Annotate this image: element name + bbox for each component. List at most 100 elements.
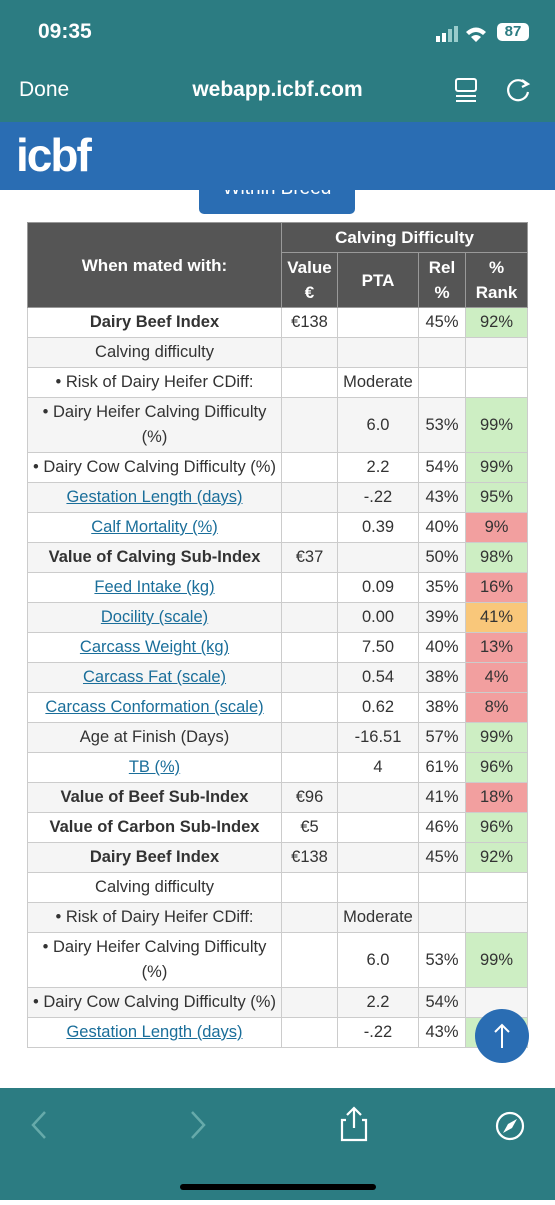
done-button[interactable]: Done bbox=[19, 78, 70, 101]
label-text: Dairy Beef Index bbox=[89, 848, 220, 866]
rel-cell: 43% bbox=[418, 1017, 466, 1048]
table-row: Carcass Conformation (scale) 0.62 38% 8% bbox=[27, 692, 529, 723]
site-banner bbox=[0, 122, 555, 190]
toolbar-icons[interactable] bbox=[452, 76, 532, 106]
rank-cell: 98% bbox=[464, 542, 529, 573]
rel-cell: 46% bbox=[418, 812, 466, 843]
pta-cell bbox=[337, 782, 419, 813]
label-text[interactable]: Gestation Length (days) bbox=[66, 488, 243, 506]
rel-cell: 45% bbox=[418, 842, 466, 873]
rank-cell: 92% bbox=[464, 842, 529, 873]
rank-cell: 16% bbox=[464, 572, 529, 603]
group-header: Calving Difficulty bbox=[280, 222, 529, 253]
value-cell bbox=[281, 902, 338, 933]
rel-cell: 38% bbox=[418, 692, 466, 723]
table-row: Value of Calving Sub-Index €37 50% 98% bbox=[27, 542, 529, 573]
rank-cell bbox=[464, 337, 529, 368]
table-row: Carcass Weight (kg) 7.50 40% 13% bbox=[27, 632, 529, 663]
rel-cell bbox=[418, 902, 466, 933]
row-label: Docility (scale) bbox=[27, 602, 282, 633]
rel-cell: 40% bbox=[418, 512, 466, 543]
label-text: • Dairy Heifer Calving Difficulty (%) bbox=[42, 938, 267, 981]
pta-cell bbox=[337, 307, 419, 338]
label-text: • Dairy Heifer Calving Difficulty (%) bbox=[42, 403, 267, 446]
label-text: • Risk of Dairy Heifer CDiff: bbox=[55, 908, 254, 926]
row-label: Dairy Beef Index bbox=[27, 307, 282, 338]
row-label: Calf Mortality (%) bbox=[27, 512, 282, 543]
rank-cell: 8% bbox=[464, 692, 529, 723]
url[interactable]: webapp.icbf.com bbox=[192, 78, 363, 101]
rank-cell bbox=[464, 872, 529, 903]
scroll-top-button[interactable] bbox=[474, 1008, 530, 1064]
label-text[interactable]: TB (%) bbox=[128, 758, 181, 776]
label-text: Calving difficulty bbox=[95, 878, 214, 896]
table-row: Calving difficulty bbox=[27, 872, 529, 903]
rank-cell: 99% bbox=[464, 452, 529, 483]
rank-cell: 41% bbox=[464, 602, 529, 633]
battery: 87 bbox=[497, 23, 529, 41]
label-text[interactable]: Carcass Weight (kg) bbox=[79, 638, 230, 656]
label-text: Value of Beef Sub-Index bbox=[60, 788, 249, 806]
table-row: • Dairy Cow Calving Difficulty (%) 2.2 54% bbox=[27, 987, 529, 1018]
rel-cell: 39% bbox=[418, 602, 466, 633]
pta-cell: 2.2 bbox=[337, 452, 419, 483]
status-icons bbox=[436, 26, 486, 42]
logo[interactable]: icbf bbox=[16, 129, 92, 181]
value-cell bbox=[281, 512, 338, 543]
pta-cell: -.22 bbox=[337, 1017, 419, 1048]
rel-cell bbox=[418, 337, 466, 368]
toolbar-icons[interactable] bbox=[0, 1088, 555, 1200]
pta-cell: 6.0 bbox=[337, 932, 419, 988]
table-row: Value of Carbon Sub-Index €5 46% 96% bbox=[27, 812, 529, 843]
pta-cell: 2.2 bbox=[337, 987, 419, 1018]
row-label: Gestation Length (days) bbox=[27, 482, 282, 513]
row-label: Carcass Conformation (scale) bbox=[27, 692, 282, 723]
column-header: Value € bbox=[281, 252, 338, 308]
browser-header: 09:35 87 Done webapp.icbf.com bbox=[0, 0, 555, 122]
rank-cell: 18% bbox=[464, 782, 529, 813]
row-label: Carcass Fat (scale) bbox=[27, 662, 282, 693]
value-cell bbox=[281, 572, 338, 603]
row-label: Age at Finish (Days) bbox=[27, 722, 282, 753]
label-text[interactable]: Calf Mortality (%) bbox=[91, 518, 218, 536]
label-text[interactable]: Carcass Fat (scale) bbox=[82, 668, 227, 686]
table-row: Carcass Fat (scale) 0.54 38% 4% bbox=[27, 662, 529, 693]
rel-cell: 38% bbox=[418, 662, 466, 693]
rel-cell: 54% bbox=[418, 987, 466, 1018]
label-text[interactable]: Gestation Length (days) bbox=[66, 1023, 243, 1041]
value-cell bbox=[281, 987, 338, 1018]
value-cell bbox=[281, 482, 338, 513]
rel-cell: 53% bbox=[418, 397, 466, 453]
table-row: TB (%) 4 61% 96% bbox=[27, 752, 529, 783]
column-header: PTA bbox=[337, 252, 419, 308]
pta-cell: Moderate bbox=[337, 902, 419, 933]
column-header: % Rank bbox=[464, 252, 529, 308]
label-text[interactable]: Feed Intake (kg) bbox=[94, 578, 215, 596]
label-text[interactable]: Docility (scale) bbox=[100, 608, 209, 626]
value-cell bbox=[281, 632, 338, 663]
pta-cell: 0.54 bbox=[337, 662, 419, 693]
pta-cell: 7.50 bbox=[337, 632, 419, 663]
rank-cell: 92% bbox=[464, 307, 529, 338]
pta-cell: 0.39 bbox=[337, 512, 419, 543]
value-cell bbox=[281, 932, 338, 988]
pta-cell: -16.51 bbox=[337, 722, 419, 753]
value-cell bbox=[281, 337, 338, 368]
rel-cell: 41% bbox=[418, 782, 466, 813]
row-label: • Dairy Cow Calving Difficulty (%) bbox=[27, 987, 282, 1018]
value-cell: €138 bbox=[281, 307, 338, 338]
pta-cell: 4 bbox=[337, 752, 419, 783]
pta-cell bbox=[337, 812, 419, 843]
table-row: Feed Intake (kg) 0.09 35% 16% bbox=[27, 572, 529, 603]
table-row: Calving difficulty bbox=[27, 337, 529, 368]
row-label: • Dairy Heifer Calving Difficulty (%) bbox=[27, 397, 282, 453]
table-row: Age at Finish (Days) -16.51 57% 99% bbox=[27, 722, 529, 753]
table-row: Calf Mortality (%) 0.39 40% 9% bbox=[27, 512, 529, 543]
label-text[interactable]: Carcass Conformation (scale) bbox=[45, 698, 264, 716]
column-header: Rel % bbox=[418, 252, 466, 308]
rel-cell: 50% bbox=[418, 542, 466, 573]
table-row: • Dairy Cow Calving Difficulty (%) 2.2 54%… bbox=[27, 452, 529, 483]
rank-cell: 99% bbox=[464, 932, 529, 988]
